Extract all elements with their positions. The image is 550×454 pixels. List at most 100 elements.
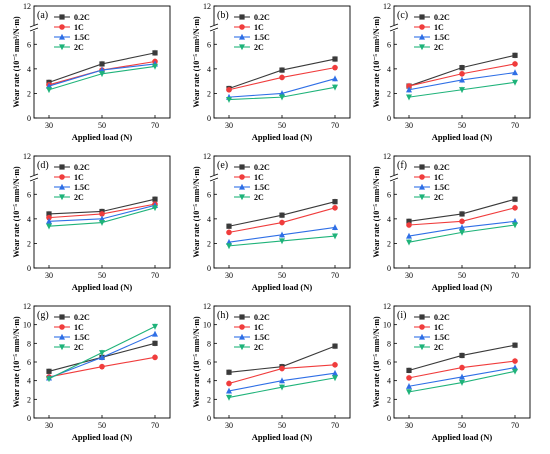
- data-point-0.2C: [152, 340, 158, 346]
- data-point-0.2C: [459, 211, 465, 217]
- panel-label: (g): [37, 310, 49, 321]
- x-axis-label: Applied load (N): [72, 432, 133, 442]
- y-tick-label: 6: [27, 190, 31, 199]
- data-point-1.5C: [279, 377, 285, 384]
- data-point-2C: [459, 379, 465, 386]
- legend-marker: [239, 33, 245, 40]
- legend-label: 1.5C: [74, 333, 90, 342]
- panel-f: 0 2 4 6 12 30 50 70 Applied load (N) Wear rate (1…: [372, 152, 531, 292]
- data-point-1.5C: [332, 224, 338, 231]
- panel-d: 0 2 4 6 12 30 50 70 Applied load (N) Wear rate (1…: [12, 152, 171, 292]
- x-tick-label: 50: [278, 121, 286, 130]
- panel-label: (a): [37, 10, 48, 21]
- data-point-2C: [279, 94, 285, 101]
- legend-label: 2C: [434, 343, 444, 352]
- axes-frame: [33, 305, 171, 419]
- legend-label: 1C: [74, 23, 84, 32]
- y-tick-label: 8: [27, 339, 31, 348]
- legend-label: 1.5C: [434, 33, 450, 42]
- axis-break-mark: [29, 23, 39, 28]
- data-point-2C: [512, 222, 518, 229]
- legend-label: 0.2C: [74, 13, 90, 22]
- data-point-2C: [152, 205, 158, 211]
- data-point-2C: [226, 96, 232, 103]
- data-point-2C: [152, 63, 158, 70]
- series-line-0.2C: [408, 198, 516, 222]
- legend-marker: [419, 33, 425, 40]
- axis-break-mark: [209, 173, 219, 178]
- y-tick-label: 4: [387, 65, 391, 74]
- data-point-1C: [406, 375, 412, 381]
- x-tick-label: 50: [458, 421, 466, 430]
- legend-label: 0.2C: [254, 13, 270, 22]
- panel-g: 0 2 4 6 8 10 12 30 50 70 Applied load (N) Wear rate…: [12, 302, 171, 442]
- data-point-1C: [406, 83, 412, 89]
- axis-break-gap: [391, 175, 397, 181]
- legend-label: 2C: [74, 193, 84, 202]
- legend-label: 2C: [74, 343, 84, 352]
- legend-label: 1C: [74, 323, 84, 332]
- axis-break-mark: [209, 23, 219, 28]
- data-point-2C: [46, 223, 52, 230]
- data-point-1.5C: [332, 75, 338, 82]
- legend-marker: [239, 44, 245, 51]
- data-point-2C: [226, 243, 232, 250]
- data-point-2C: [332, 233, 338, 240]
- x-tick-label: 70: [331, 421, 339, 430]
- data-point-0.2C: [406, 218, 412, 224]
- data-point-2C: [99, 71, 105, 77]
- x-axis-label: Applied load (N): [432, 282, 493, 292]
- data-point-0.2C: [152, 196, 158, 202]
- legend-label: 0.2C: [74, 313, 90, 322]
- data-point-2C: [406, 94, 412, 101]
- legend-label: 0.2C: [434, 313, 450, 322]
- panel-label: (e): [217, 160, 228, 171]
- axes-frame: [393, 5, 531, 119]
- x-tick-label: 30: [45, 121, 53, 130]
- y-tick-label: 12: [203, 302, 211, 311]
- panel-e: 0 2 4 6 12 30 50 70 Applied load (N) Wear rate (1…: [192, 152, 351, 292]
- y-tick-label: 12: [23, 152, 31, 161]
- data-point-0.2C: [332, 56, 338, 62]
- x-tick-label: 30: [405, 421, 413, 430]
- y-tick-label: 0: [387, 114, 391, 123]
- axis-break-mark: [389, 27, 399, 32]
- legend-label: 2C: [254, 193, 264, 202]
- data-point-1C: [332, 205, 338, 211]
- y-tick-label: 12: [383, 302, 391, 311]
- y-tick-label: 6: [207, 358, 211, 367]
- x-tick-label: 30: [225, 421, 233, 430]
- y-tick-label: 12: [383, 2, 391, 11]
- data-point-1.5C: [459, 373, 465, 380]
- legend-marker: [239, 174, 245, 180]
- y-tick-label: 4: [27, 65, 31, 74]
- y-tick-label: 0: [207, 414, 211, 423]
- y-tick-label: 6: [207, 40, 211, 49]
- data-point-0.2C: [152, 50, 158, 56]
- y-tick-label: 2: [27, 89, 31, 98]
- data-point-1C: [226, 380, 232, 387]
- axis-break-mark: [29, 177, 39, 182]
- data-point-0.2C: [226, 369, 232, 375]
- y-tick-label: 12: [23, 302, 31, 311]
- data-point-1C: [512, 205, 518, 211]
- data-point-1C: [512, 358, 518, 364]
- legend-label: 0.2C: [74, 163, 90, 172]
- y-tick-label: 4: [207, 65, 211, 74]
- x-tick-label: 70: [331, 121, 339, 130]
- legend-marker: [239, 344, 245, 351]
- data-point-1.5C: [279, 231, 285, 238]
- legend-marker: [59, 24, 65, 30]
- x-tick-label: 70: [511, 421, 519, 430]
- legend-marker: [59, 44, 65, 51]
- legend-label: 1.5C: [434, 183, 450, 192]
- legend-marker: [419, 14, 425, 20]
- axis-break-gap: [391, 25, 397, 31]
- x-tick-label: 70: [511, 121, 519, 130]
- y-tick-label: 0: [387, 264, 391, 273]
- x-tick-label: 50: [458, 271, 466, 280]
- data-point-0.2C: [406, 367, 412, 373]
- x-tick-label: 70: [151, 421, 159, 430]
- data-point-1.5C: [459, 76, 465, 83]
- panel-label: (d): [37, 160, 49, 171]
